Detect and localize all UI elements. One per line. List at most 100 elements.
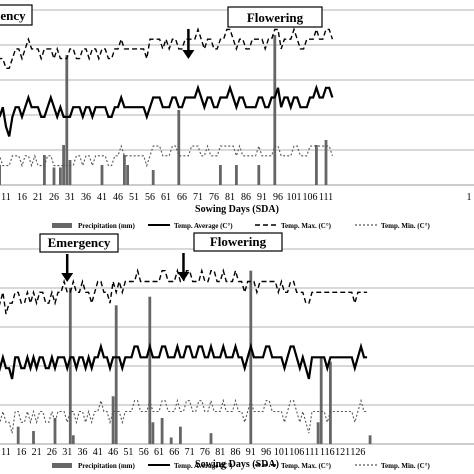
x-tick-label: 71 — [193, 192, 203, 203]
x-tick-label: 106 — [289, 447, 304, 458]
annotation-arrow-head — [182, 50, 195, 59]
precipitation-bar — [43, 155, 46, 185]
legend-label-temp-average: Temp. Average (C°) — [174, 222, 233, 230]
x-tick-label: 71 — [185, 447, 195, 458]
x-tick-label: 116 — [320, 447, 335, 458]
annotation-label: Flowering — [210, 234, 267, 249]
x-axis-label: Sowing Days (SDA) — [195, 459, 279, 470]
x-tick-label: 61 — [161, 192, 171, 203]
x-tick-label: 66 — [177, 192, 187, 203]
annotation-box — [227, 6, 323, 28]
annotation-arrow-head — [61, 273, 74, 282]
x-tick-label: 61 — [154, 447, 164, 458]
x-tick-label: 1 — [467, 192, 472, 203]
x-tick-label: 41 — [93, 447, 103, 458]
precipitation-bar — [329, 361, 332, 444]
x-tick-label: 26 — [47, 447, 57, 458]
x-tick-label: 86 — [241, 192, 251, 203]
precipitation-bar — [32, 431, 35, 444]
precipitation-bar — [169, 437, 173, 444]
x-tick-label: 36 — [78, 447, 88, 458]
precipitation-bar — [235, 165, 238, 185]
x-tick-label: 81 — [215, 447, 225, 458]
x-tick-label: 46 — [113, 192, 123, 203]
x-tick-label: 46 — [108, 447, 118, 458]
precipitation-bar — [62, 145, 65, 185]
temp-max-line — [0, 27, 334, 70]
annotation-box — [39, 233, 119, 253]
precipitation-bar — [315, 145, 318, 185]
x-tick-label: 111 — [305, 447, 319, 458]
x-tick-label: 101 — [287, 192, 302, 203]
x-tick-label: 56 — [139, 447, 149, 458]
x-tick-label: 66 — [169, 447, 179, 458]
precipitation-bar — [249, 270, 253, 444]
x-tick-label: 121 — [335, 447, 350, 458]
precipitation-bar — [16, 426, 20, 444]
precipitation-bar — [151, 422, 155, 444]
x-tick-label: 76 — [209, 192, 219, 203]
legend-label-temp-max: Temp. Max. (C°) — [281, 222, 332, 230]
precipitation-bar — [126, 165, 129, 185]
precipitation-bar — [316, 422, 320, 444]
precipitation-bar — [319, 357, 323, 444]
temp-max-line — [0, 268, 368, 315]
x-tick-label: 56 — [145, 192, 155, 203]
precipitation-bar — [151, 170, 155, 185]
precipitation-bar — [160, 418, 164, 444]
x-tick-label: 76 — [200, 447, 210, 458]
precipitation-bar — [71, 435, 75, 444]
annotation-label: Emergency — [48, 235, 111, 250]
legend-label-precipitation: Precipitation (mm) — [78, 462, 135, 470]
x-tick-label: 11 — [1, 192, 11, 203]
precipitation-bar — [68, 160, 72, 185]
precipitation-bar — [179, 426, 182, 444]
x-tick-label: 21 — [33, 192, 43, 203]
x-tick-label: 16 — [17, 192, 27, 203]
x-tick-label: 16 — [16, 447, 26, 458]
x-tick-label: 96 — [261, 447, 271, 458]
precipitation-bar — [68, 288, 72, 444]
x-tick-label: 26 — [49, 192, 59, 203]
temp-average-line — [0, 342, 368, 380]
precipitation-bar — [148, 296, 152, 444]
annotation-box — [0, 4, 33, 26]
precipitation-bar — [100, 165, 104, 185]
annotation-label: Flowering — [247, 10, 304, 25]
x-tick-label: 111 — [319, 192, 333, 203]
x-tick-label: 91 — [246, 447, 256, 458]
x-tick-label: 91 — [257, 192, 267, 203]
chart-panel-bottom: 11 16 21 26 31 36 41 46 51 56 61 66 71 76 81 86 91 96 101 1… — [0, 232, 474, 470]
x-tick-label: 41 — [97, 192, 107, 203]
precipitation-bar — [209, 433, 213, 444]
x-tick-label: 36 — [81, 192, 91, 203]
x-tick-label: 31 — [65, 192, 75, 203]
precipitation-bar — [52, 167, 56, 185]
legend-label-temp-min: Temp. Min. (C°) — [381, 462, 430, 470]
x-tick-label: 81 — [225, 192, 235, 203]
legend-label-temp-min: Temp. Min. (C°) — [381, 222, 430, 230]
precipitation-bar — [368, 435, 372, 444]
precipitation-bar — [123, 155, 126, 185]
annotation-label: ency — [0, 8, 26, 23]
legend-swatch-precipitation — [52, 223, 72, 228]
precipitation-bar — [273, 35, 277, 185]
precipitation-bar — [53, 418, 57, 444]
legend-label-temp-average: Temp. Average (C°) — [174, 462, 233, 470]
x-tick-label: 126 — [350, 447, 365, 458]
x-axis-label: Sowing Days (SDA) — [195, 204, 279, 215]
x-tick-label: 51 — [123, 447, 133, 458]
precipitation-bar — [114, 305, 118, 444]
precipitation-bar — [65, 55, 69, 185]
precipitation-bar — [111, 396, 115, 444]
precipitation-bar — [219, 165, 222, 185]
x-tick-label: 31 — [62, 447, 72, 458]
x-tick-label: 86 — [231, 447, 241, 458]
chart-panel-top: 11 16 21 26 31 36 41 46 51 56 61 66 71 76 81 86 91 96 101 1… — [0, 4, 474, 230]
precipitation-bar — [257, 165, 261, 185]
x-tick-label: 51 — [129, 192, 139, 203]
precipitation-bar — [324, 140, 328, 185]
x-tick-label: 106 — [303, 192, 318, 203]
legend-label-temp-max: Temp. Max. (C°) — [281, 462, 332, 470]
